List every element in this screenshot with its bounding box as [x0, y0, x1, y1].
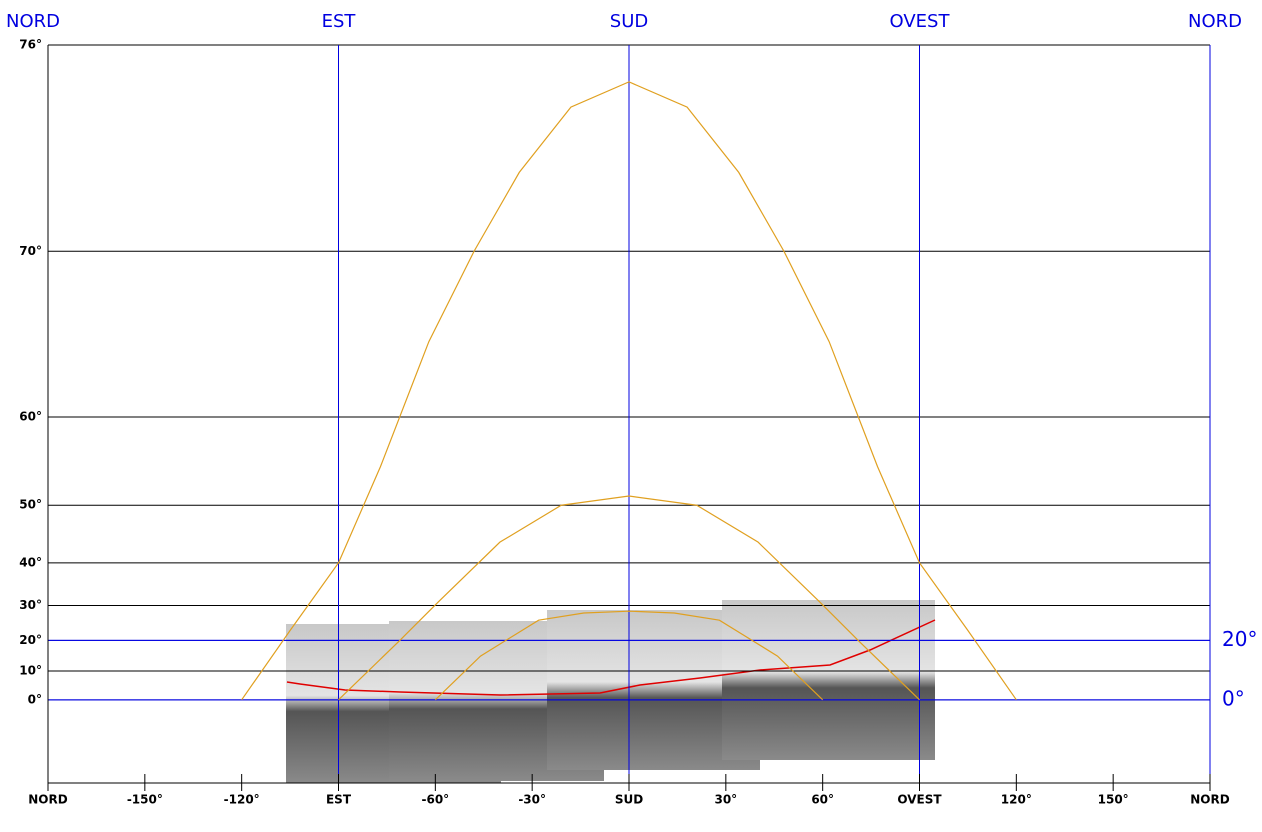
panorama	[286, 600, 936, 783]
y-tick-label: 10°	[19, 664, 42, 678]
x-tick-label: 120°	[1001, 793, 1032, 807]
x-tick-label: -150°	[127, 793, 163, 807]
x-tick-label: -120°	[224, 793, 260, 807]
horizon	[286, 619, 936, 696]
sun-path	[338, 495, 920, 701]
x-tick-label: SUD	[615, 793, 643, 807]
x-tick-label: OVEST	[897, 793, 942, 807]
y-tick-label: 76°	[19, 38, 42, 52]
x-tick-label: NORD	[1190, 793, 1229, 807]
x-tick-label: EST	[326, 793, 352, 807]
x-tick-label: 60°	[811, 793, 834, 807]
direction-label: OVEST	[890, 11, 951, 32]
y-tick-label: 70°	[19, 244, 42, 258]
y-tick-label: 40°	[19, 555, 42, 569]
y-tick-label: 50°	[19, 498, 42, 512]
x-tick-label: NORD	[28, 793, 67, 807]
sun-path	[434, 610, 824, 701]
y-tick-label: 60°	[19, 410, 42, 424]
direction-label: EST	[322, 11, 357, 32]
direction-label: NORD	[6, 11, 60, 32]
sun-path	[241, 81, 1017, 701]
y-tick-label: 30°	[19, 598, 42, 612]
x-tick-label: -30°	[518, 793, 546, 807]
direction-label: SUD	[610, 11, 648, 32]
reference-label: 0°	[1222, 686, 1245, 710]
y-tick-label: 20°	[19, 633, 42, 647]
x-tick-label: 30°	[714, 793, 737, 807]
photo	[722, 600, 935, 760]
direction-label: NORD	[1188, 11, 1242, 32]
y-tick-label: 0°	[28, 692, 42, 706]
reference-label: 20°	[1222, 627, 1257, 651]
x-tick-label: -60°	[421, 793, 449, 807]
x-tick-label: 150°	[1098, 793, 1129, 807]
